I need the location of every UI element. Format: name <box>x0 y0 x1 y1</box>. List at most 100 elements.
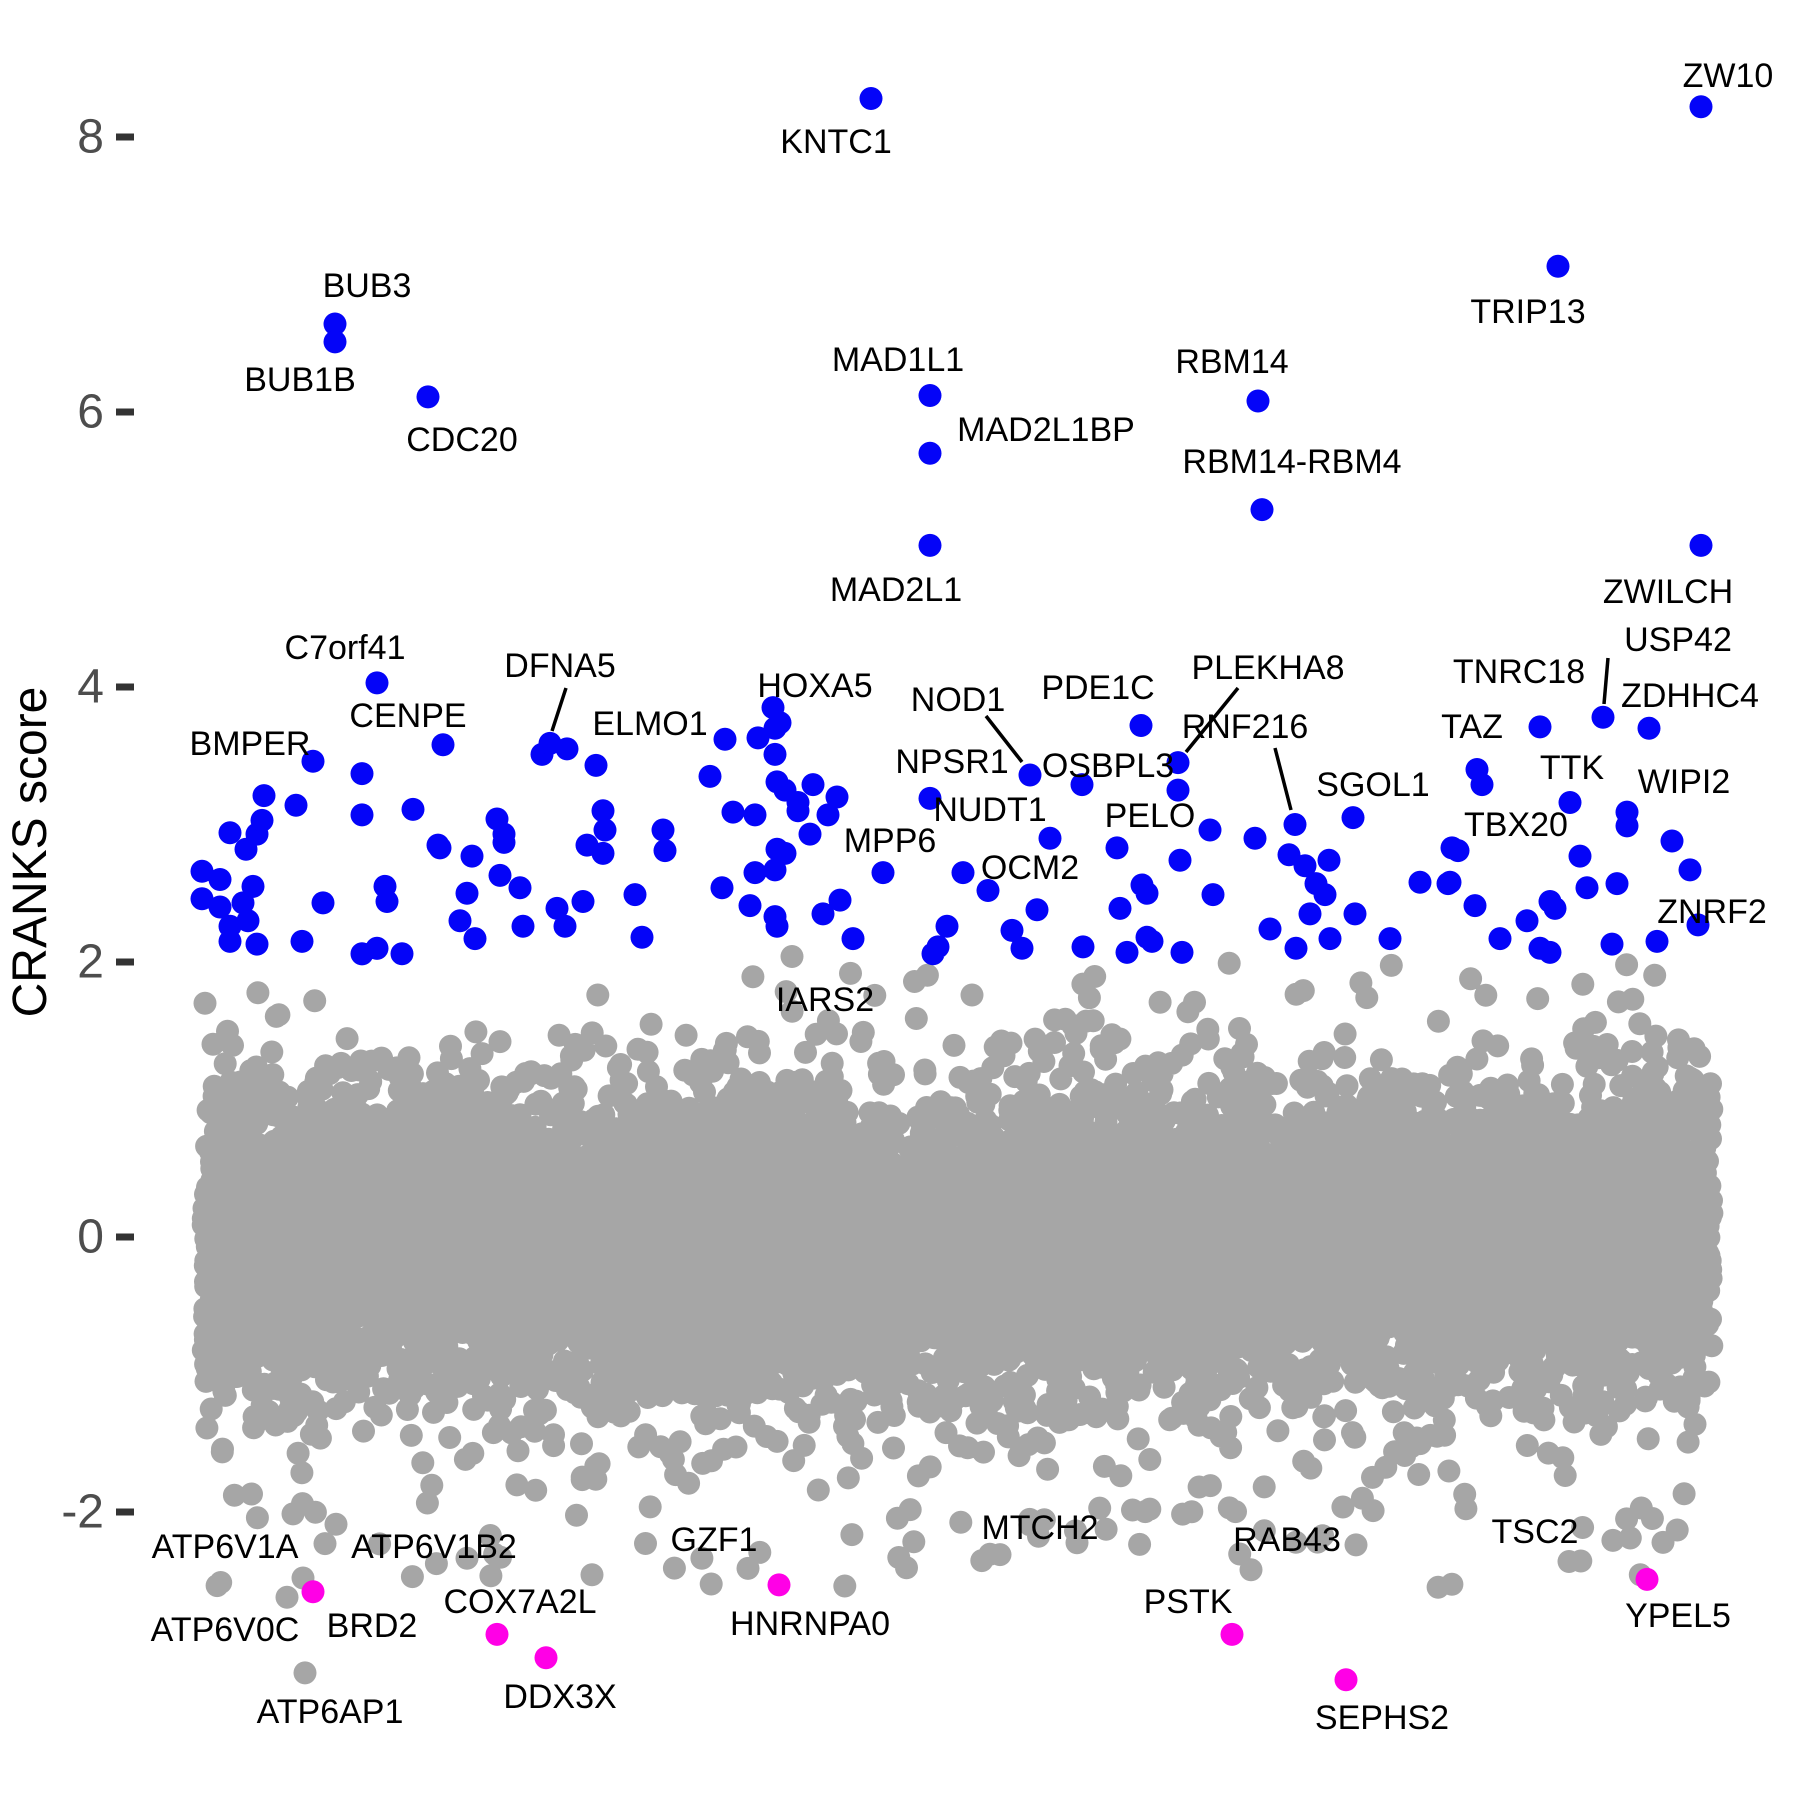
point-ZW10 <box>1689 95 1713 119</box>
point-PSTK <box>1220 1622 1244 1646</box>
point-NUDT1 <box>1038 826 1062 850</box>
point-RNF216 <box>1283 813 1307 836</box>
gene-label-MTCH2: MTCH2 <box>981 1509 1098 1547</box>
point-CENPE <box>431 733 455 757</box>
hit-points-layer <box>190 696 1702 966</box>
point-SEPHS2 <box>1334 1668 1358 1692</box>
gene-label-MAD2L1: MAD2L1 <box>830 571 962 609</box>
point-USP42 <box>1591 705 1615 729</box>
gene-label-NPSR1: NPSR1 <box>895 743 1008 781</box>
y-tick-label-6: 6 <box>77 386 104 439</box>
point-CDC20 <box>416 385 440 409</box>
point-ATP6AP1 <box>293 1661 317 1685</box>
point-PELO <box>1105 836 1129 860</box>
gene-label-YPEL5: YPEL5 <box>1625 1597 1731 1635</box>
gene-label-COX7A2L: COX7A2L <box>443 1583 596 1621</box>
y-tick-label-4: 4 <box>77 661 104 714</box>
point-BRD2 <box>301 1580 325 1604</box>
y-axis-title: CRANKS score <box>4 687 57 1018</box>
point-BUB1B <box>323 330 347 354</box>
leader-line-USP42 <box>1602 657 1610 705</box>
point-RBM14-RBM4 <box>1250 498 1274 522</box>
gene-label-ZW10: ZW10 <box>1683 57 1774 95</box>
label-leader-lines <box>550 657 1610 811</box>
point-NPSR1 <box>918 786 942 810</box>
gene-label-BMPER: BMPER <box>190 725 311 763</box>
gene-label-ZDHHC4: ZDHHC4 <box>1621 677 1759 715</box>
point-MAD2L1BP <box>918 441 942 465</box>
gene-label-ATP6AP1: ATP6AP1 <box>257 1693 404 1731</box>
gene-label-BUB3: BUB3 <box>323 267 412 305</box>
point-HOXA5 <box>768 711 792 735</box>
point-MTCH2 <box>988 1543 1012 1567</box>
point-ELMO1 <box>584 753 608 777</box>
gene-label-BUB1B: BUB1B <box>244 361 356 399</box>
point-NOD1 <box>1018 763 1042 787</box>
y-tick-label-8: 8 <box>77 111 104 164</box>
point-SGOL1 <box>1341 806 1365 830</box>
point-ZDHHC4 <box>1637 716 1661 740</box>
point-PDE1C <box>1129 714 1153 737</box>
gene-label-NUDT1: NUDT1 <box>933 791 1046 829</box>
point-ATP6V0C <box>275 1585 299 1609</box>
leader-line-NOD1 <box>984 714 1024 764</box>
point-ATP6V1B2 <box>313 1532 337 1556</box>
leader-line-DFNA5 <box>550 687 568 732</box>
gene-label-OCM2: OCM2 <box>981 849 1079 887</box>
point-KNTC1 <box>859 87 883 110</box>
y-tick-label--2: -2 <box>61 1486 104 1539</box>
gene-label-PELO: PELO <box>1105 797 1196 835</box>
gene-label-ZWILCH: ZWILCH <box>1603 573 1733 611</box>
gene-label-NOD1: NOD1 <box>911 681 1005 719</box>
gene-label-ATP6V0C: ATP6V0C <box>151 1611 300 1649</box>
y-axis: CRANKS score 8 6 4 2 0 -2 <box>4 111 134 1539</box>
gene-label-ATP6V1B2: ATP6V1B2 <box>351 1528 517 1566</box>
point-RBM14 <box>1246 389 1270 413</box>
gene-label-ELMO1: ELMO1 <box>592 705 707 743</box>
gene-label-ZNRF2: ZNRF2 <box>1657 893 1767 931</box>
y-tick-label-0: 0 <box>77 1211 104 1264</box>
gene-label-TRIP13: TRIP13 <box>1470 293 1585 331</box>
gene-label-SGOL1: SGOL1 <box>1316 766 1429 804</box>
leader-line-PLEKHA8 <box>1184 686 1240 754</box>
point-OSBPL3 <box>1166 778 1190 802</box>
point-GZF1 <box>736 1556 760 1580</box>
point-IARS2 <box>780 945 804 968</box>
point-DFNA5 <box>538 731 562 755</box>
point-TAZ <box>1465 758 1489 781</box>
gene-label-TSC2: TSC2 <box>1492 1513 1579 1551</box>
point-BUB3 <box>323 312 347 336</box>
labeled-points-layer <box>250 87 1713 1692</box>
gene-label-MAD1L1: MAD1L1 <box>832 341 964 379</box>
gene-label-DFNA5: DFNA5 <box>504 647 615 685</box>
gene-label-RAB43: RAB43 <box>1233 1521 1341 1559</box>
gene-label-GZF1: GZF1 <box>671 1521 758 1559</box>
gene-label-RBM14: RBM14 <box>1175 343 1288 381</box>
leader-line-RNF216 <box>1273 747 1293 811</box>
point-DDX3X <box>534 1646 558 1670</box>
gene-label-CDC20: CDC20 <box>406 421 517 459</box>
gene-label-TBX20: TBX20 <box>1464 806 1568 844</box>
gene-label-CENPE: CENPE <box>349 697 466 735</box>
point-YPEL5 <box>1635 1567 1659 1591</box>
point-OCM2 <box>951 861 975 885</box>
gene-label-RBM14-RBM4: RBM14-RBM4 <box>1182 443 1401 481</box>
point-ZWILCH <box>1689 533 1713 557</box>
point-PLEKHA8 <box>1166 751 1190 775</box>
gene-label-KNTC1: KNTC1 <box>780 123 891 161</box>
gene-label-HNRNPA0: HNRNPA0 <box>730 1605 890 1643</box>
point-TBX20 <box>1446 839 1470 863</box>
gene-label-C7orf41: C7orf41 <box>285 629 406 667</box>
point-MPP6 <box>871 861 895 885</box>
gene-label-DDX3X: DDX3X <box>503 1678 616 1716</box>
point-TSC2 <box>1557 1550 1581 1573</box>
gene-label-SEPHS2: SEPHS2 <box>1315 1699 1449 1737</box>
gene-label-PDE1C: PDE1C <box>1041 669 1154 707</box>
gene-label-HOXA5: HOXA5 <box>757 667 872 705</box>
gene-label-PLEKHA8: PLEKHA8 <box>1191 649 1344 687</box>
gene-label-ATP6V1A: ATP6V1A <box>152 1528 299 1566</box>
gene-label-TAZ: TAZ <box>1441 708 1503 746</box>
gene-labels-layer: ZW10 KNTC1 TRIP13 BUB3 BUB1B CDC20 MAD1L1 RBM14… <box>151 57 1774 1737</box>
point-WIPI2 <box>1615 800 1639 824</box>
